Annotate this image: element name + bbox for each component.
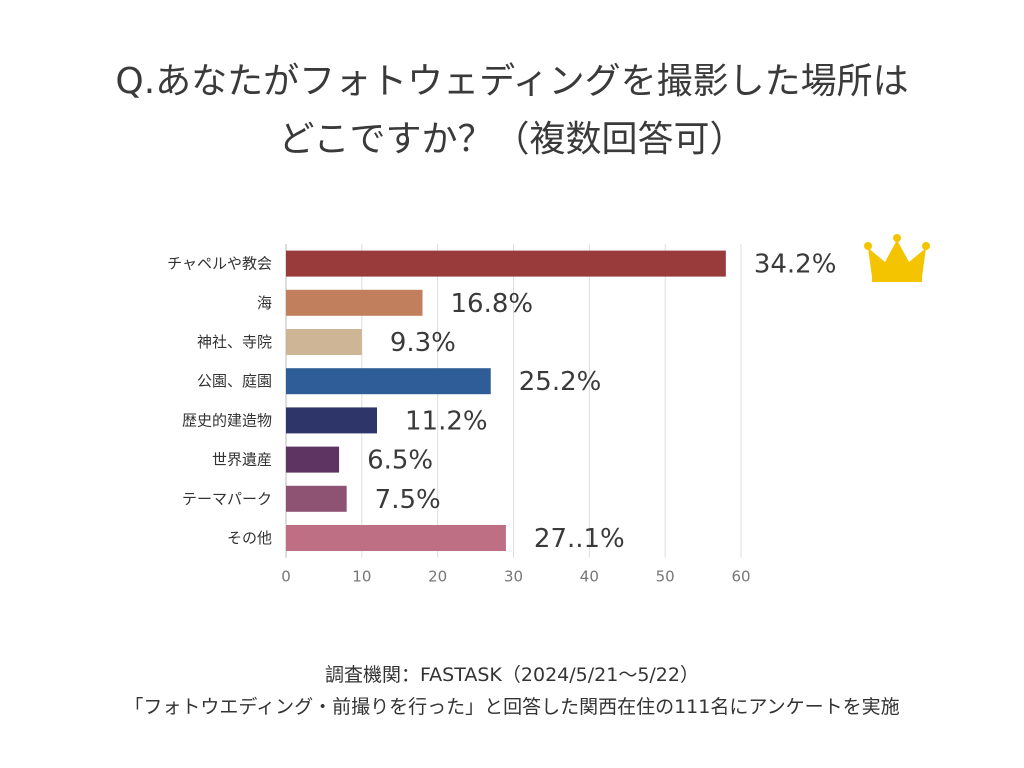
bar	[286, 525, 506, 551]
category-label: 歴史的建造物	[182, 411, 272, 429]
data-label: 9.3%	[390, 328, 456, 358]
category-label: 神社、寺院	[197, 333, 272, 351]
x-tick-label: 0	[281, 568, 291, 586]
bars	[286, 250, 726, 551]
category-label: テーマパーク	[182, 490, 272, 508]
data-label: 25.2%	[519, 367, 602, 397]
bar	[286, 446, 340, 473]
chart-title-line-2: どこですか？（複数回答可）	[278, 119, 746, 160]
data-labels: 34.2% 16.8% 9.3% 25.2% 11.2% 6.5% 7.5% 27..1%	[367, 250, 836, 554]
x-tick-label: 60	[731, 568, 750, 586]
category-label: 世界遺産	[212, 451, 272, 469]
bar	[286, 329, 362, 355]
data-label: 6.5%	[367, 446, 433, 476]
x-tick-label: 40	[580, 568, 599, 586]
footer-survey-source: 調査機関：FASTASK（2024/5/21～5/22）	[325, 664, 699, 686]
x-tick-label: 20	[428, 568, 447, 586]
data-label: 34.2%	[754, 250, 837, 280]
bar	[286, 485, 347, 512]
bar	[286, 250, 726, 277]
bar	[286, 289, 423, 316]
x-tick-label: 30	[504, 568, 523, 586]
data-label: 11.2%	[405, 406, 488, 436]
chart-title-line-1: Q.あなたがフォトウェディングを撮影した場所は	[115, 61, 909, 102]
bar	[286, 407, 377, 434]
category-label: 公園、庭園	[197, 372, 272, 390]
bar	[286, 368, 491, 395]
crown-icon	[864, 234, 930, 282]
data-label: 16.8%	[451, 289, 534, 319]
category-label: 海	[257, 294, 272, 312]
category-label: その他	[227, 529, 272, 547]
category-label: チャペルや教会	[167, 255, 272, 273]
x-tick-label: 10	[352, 568, 371, 586]
footer-survey-note: 「フォトウエディング・前撮りを行った」と回答した関西在住の111名にアンケートを…	[124, 696, 900, 718]
x-axis-ticks: 0 10 20 30 40 50 60	[281, 568, 750, 586]
data-label: 27..1%	[534, 524, 625, 554]
x-tick-label: 50	[656, 568, 675, 586]
data-label: 7.5%	[375, 485, 441, 515]
